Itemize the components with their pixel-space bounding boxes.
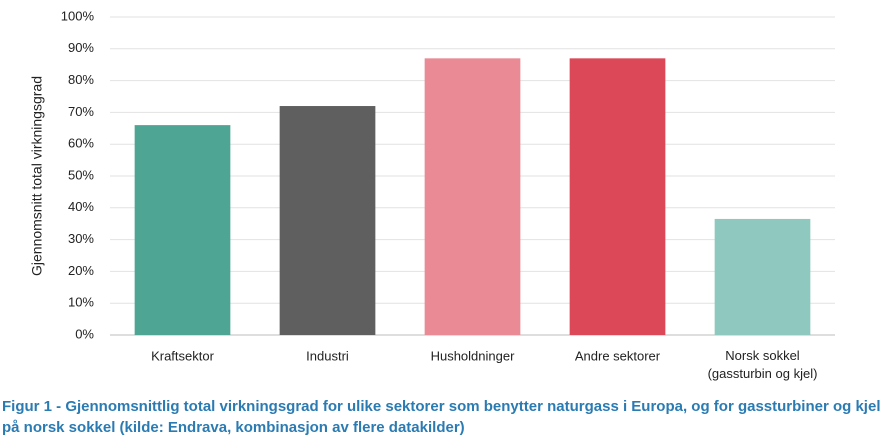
caption: Figur 1 - Gjennomsnittlig total virkning… <box>2 398 881 436</box>
bar <box>424 58 521 336</box>
y-tick-label: 70% <box>68 104 94 119</box>
x-tick-label: Industri <box>306 348 349 363</box>
y-axis-label: Gjennomsnitt total virkningsgrad <box>29 76 45 276</box>
y-tick-label: 0% <box>75 326 94 341</box>
bar <box>279 106 376 335</box>
bar <box>714 218 811 335</box>
x-tick-label: Norsk sokkel (gassturbin og kjel) <box>708 348 818 381</box>
x-tick-label: Andre sektorer <box>575 348 661 363</box>
y-tick-label: 20% <box>68 263 94 278</box>
y-tick-label: 50% <box>68 167 94 182</box>
y-tick-label: 90% <box>68 40 94 55</box>
x-tick-label: Kraftsektor <box>151 348 215 363</box>
y-tick-label: 100% <box>61 8 95 23</box>
y-tick-label: 60% <box>68 136 94 151</box>
chart: Gjennomsnitt total virkningsgrad 0% 10% 20… <box>29 8 835 381</box>
y-tick-label: 80% <box>68 72 94 87</box>
y-tick-label: 40% <box>68 199 94 214</box>
bar <box>134 125 231 336</box>
y-tick-label: 10% <box>68 295 94 310</box>
y-tick-label: 30% <box>68 231 94 246</box>
x-tick-label: Husholdninger <box>431 348 516 363</box>
bar <box>569 58 666 336</box>
